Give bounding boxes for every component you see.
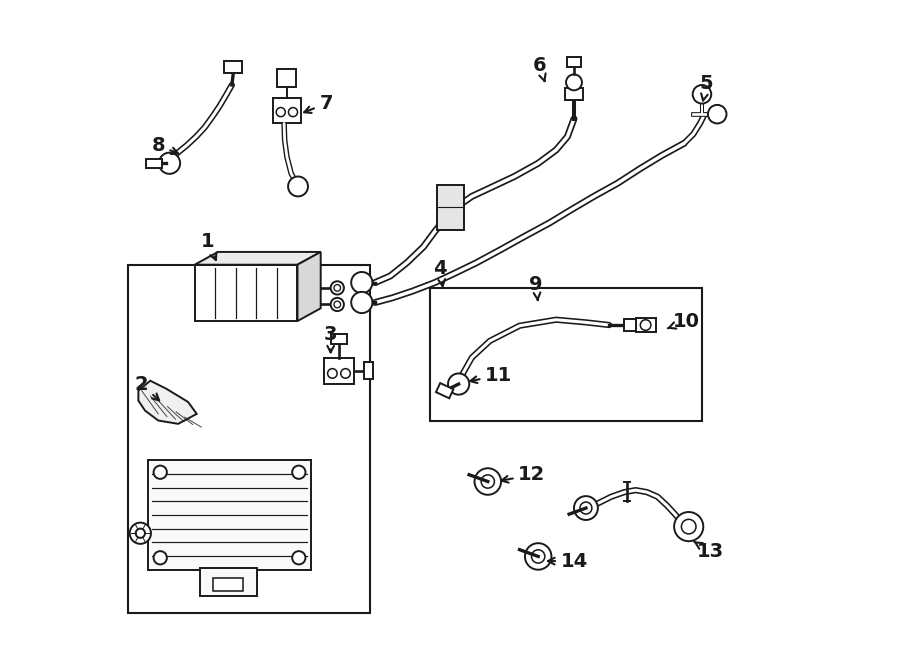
- Circle shape: [351, 292, 373, 313]
- Polygon shape: [624, 319, 638, 331]
- FancyBboxPatch shape: [201, 569, 257, 596]
- Circle shape: [474, 468, 501, 495]
- Text: 14: 14: [548, 551, 588, 571]
- Text: 5: 5: [700, 74, 714, 101]
- Text: 1: 1: [202, 232, 216, 260]
- Circle shape: [330, 281, 344, 295]
- Circle shape: [154, 465, 166, 479]
- FancyBboxPatch shape: [635, 318, 655, 332]
- Polygon shape: [146, 159, 162, 168]
- Circle shape: [674, 512, 703, 542]
- Circle shape: [292, 465, 305, 479]
- Polygon shape: [139, 381, 197, 424]
- Circle shape: [693, 85, 711, 103]
- Polygon shape: [330, 334, 347, 344]
- Circle shape: [566, 74, 582, 90]
- FancyBboxPatch shape: [437, 185, 464, 230]
- Text: 13: 13: [694, 542, 724, 561]
- Circle shape: [159, 153, 180, 174]
- Circle shape: [330, 298, 344, 311]
- Polygon shape: [567, 58, 580, 68]
- Circle shape: [130, 522, 151, 544]
- Polygon shape: [364, 363, 374, 379]
- Polygon shape: [224, 61, 242, 73]
- Text: 2: 2: [135, 375, 159, 401]
- FancyBboxPatch shape: [324, 357, 354, 384]
- Circle shape: [288, 177, 308, 197]
- Circle shape: [525, 544, 552, 570]
- Text: 6: 6: [533, 56, 546, 81]
- Polygon shape: [194, 265, 298, 321]
- Text: 9: 9: [529, 275, 543, 300]
- Circle shape: [574, 496, 598, 520]
- FancyBboxPatch shape: [148, 460, 310, 570]
- Text: 7: 7: [304, 94, 333, 113]
- FancyBboxPatch shape: [213, 578, 242, 591]
- Circle shape: [154, 551, 166, 565]
- Text: 12: 12: [501, 465, 545, 485]
- Text: 10: 10: [668, 312, 700, 330]
- Polygon shape: [564, 88, 583, 100]
- Polygon shape: [436, 383, 454, 399]
- Polygon shape: [298, 252, 320, 321]
- Circle shape: [708, 105, 726, 123]
- Text: 8: 8: [151, 136, 178, 155]
- FancyBboxPatch shape: [430, 288, 702, 420]
- Circle shape: [292, 551, 305, 565]
- Text: 3: 3: [324, 325, 338, 352]
- Text: 11: 11: [471, 366, 512, 385]
- Circle shape: [448, 373, 469, 395]
- FancyBboxPatch shape: [273, 98, 301, 123]
- Circle shape: [351, 272, 373, 293]
- Text: 4: 4: [433, 258, 447, 286]
- Polygon shape: [194, 252, 320, 265]
- FancyBboxPatch shape: [277, 69, 296, 87]
- FancyBboxPatch shape: [129, 265, 371, 613]
